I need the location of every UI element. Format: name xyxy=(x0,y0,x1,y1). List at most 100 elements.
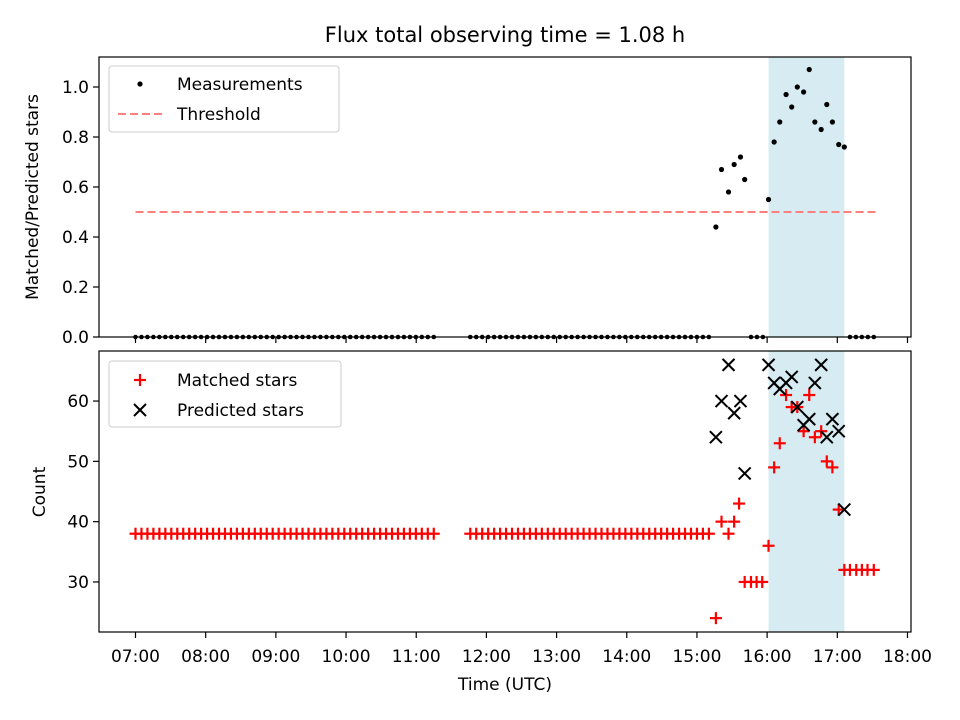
legend-measurements-marker xyxy=(137,81,143,87)
matched-star-point xyxy=(832,503,845,516)
x-tick-label: 12:00 xyxy=(462,647,511,667)
matched-stars-points xyxy=(129,389,880,625)
matched-star-point xyxy=(756,575,769,588)
bottom-x-axis-ticks: 07:00 08:00 09:00 10:00 11:00 12:00 13:00 14:00… xyxy=(111,632,932,667)
matched-star-point xyxy=(820,455,833,468)
x-tick-label: 07:00 xyxy=(111,647,160,667)
matched-star-point xyxy=(762,539,775,552)
measurement-points xyxy=(133,66,877,340)
matched-star-point xyxy=(768,461,781,474)
bottom-plot-frame xyxy=(98,350,912,633)
x-tick-label: 08:00 xyxy=(181,647,230,667)
bottom-highlight-region xyxy=(768,351,845,632)
measurement-point xyxy=(806,66,812,73)
matched-star-point xyxy=(702,527,715,540)
x-tick-label: 14:00 xyxy=(602,647,651,667)
top-y-axis-ticks: 0.0 0.2 0.4 0.6 0.8 1.0 xyxy=(62,78,99,348)
predicted-star-point xyxy=(709,430,723,444)
bottom-panel: 30 40 50 60 07:00 08:00 09:00 10:00 11:00 12:00 1… xyxy=(30,350,932,695)
predicted-star-point xyxy=(832,424,846,438)
matched-star-point xyxy=(826,461,839,474)
predicted-star-point xyxy=(825,412,840,426)
measurement-point xyxy=(818,126,824,133)
predicted-star-point xyxy=(837,502,852,517)
legend-predicted-marker xyxy=(133,403,147,417)
predicted-star-point xyxy=(790,400,805,414)
x-tick-label: 15:00 xyxy=(672,647,721,667)
matched-star-point xyxy=(867,563,880,576)
matched-star-point xyxy=(808,431,821,444)
predicted-star-point xyxy=(714,394,729,408)
legend-measurements-label: Measurements xyxy=(177,75,303,95)
x-tick-label: 18:00 xyxy=(883,647,932,667)
measurement-point xyxy=(801,89,807,95)
matched-star-point xyxy=(728,515,741,528)
x-tick-label: 11:00 xyxy=(392,647,441,667)
x-axis-label: Time (UTC) xyxy=(457,675,552,695)
measurement-point xyxy=(836,141,842,148)
measurement-point xyxy=(841,144,847,150)
predicted-star-point xyxy=(733,394,748,408)
matched-star-point xyxy=(722,527,735,540)
top-legend: Measurements Threshold xyxy=(108,65,340,133)
predicted-star-point xyxy=(808,376,822,390)
legend-matched-label: Matched stars xyxy=(177,371,297,391)
y-tick-label: 0.8 xyxy=(62,128,89,148)
top-highlight-region xyxy=(768,57,845,337)
legend-matched-marker xyxy=(134,374,146,386)
y-tick-label: 40 xyxy=(67,513,89,533)
measurement-point xyxy=(765,196,772,203)
x-tick-label: 13:00 xyxy=(532,647,581,667)
measurement-point xyxy=(829,119,835,125)
measurement-point xyxy=(771,139,777,145)
top-plot-frame xyxy=(98,56,912,338)
measurement-point xyxy=(737,154,744,160)
matched-star-point xyxy=(715,515,728,528)
predicted-star-point xyxy=(784,370,799,384)
predicted-star-point xyxy=(727,406,741,420)
y-tick-label: 60 xyxy=(67,392,89,412)
y-tick-label: 0.0 xyxy=(62,328,89,348)
top-panel: 0.0 0.2 0.4 0.6 0.8 1.0 Matched/Predicted sta… xyxy=(23,56,912,348)
y-tick-label: 0.4 xyxy=(62,228,89,248)
matched-star-point xyxy=(733,497,746,510)
matched-star-point xyxy=(709,612,722,625)
bottom-legend: Matched stars Predicted stars xyxy=(108,360,342,428)
measurement-point xyxy=(718,166,725,173)
predicted-star-point xyxy=(721,358,736,372)
bottom-legend-box xyxy=(108,360,342,428)
measurement-point xyxy=(713,224,719,230)
measurement-point xyxy=(794,84,800,90)
y-tick-label: 0.2 xyxy=(62,278,89,298)
measurement-point xyxy=(777,119,783,125)
y-tick-label: 50 xyxy=(67,452,89,472)
y-tick-label: 30 xyxy=(67,573,89,593)
bottom-y-axis-label: Count xyxy=(30,466,50,517)
measurement-point xyxy=(725,189,732,195)
matched-star-point xyxy=(780,389,793,402)
x-tick-label: 09:00 xyxy=(251,647,300,667)
measurement-point xyxy=(789,104,795,110)
x-tick-label: 16:00 xyxy=(743,647,792,667)
measurement-point xyxy=(812,119,818,125)
chart-title: Flux total observing time = 1.08 h xyxy=(325,23,685,47)
predicted-star-point xyxy=(737,466,752,481)
x-tick-label: 10:00 xyxy=(322,647,371,667)
matched-star-point xyxy=(803,389,816,402)
predicted-star-point xyxy=(814,358,828,372)
measurement-point xyxy=(731,161,737,168)
predicted-stars-points xyxy=(709,358,852,517)
predicted-star-point xyxy=(820,430,834,444)
x-tick-label: 17:00 xyxy=(813,647,862,667)
measurement-point xyxy=(742,176,748,183)
top-y-axis-label: Matched/Predicted stars xyxy=(23,94,43,300)
y-tick-label: 1.0 xyxy=(62,78,89,98)
y-tick-label: 0.6 xyxy=(62,178,89,198)
matched-star-point xyxy=(797,425,810,438)
top-legend-box xyxy=(108,65,340,133)
legend-threshold-label: Threshold xyxy=(176,105,261,125)
bottom-y-axis-ticks: 30 40 50 60 xyxy=(67,392,99,593)
top-x-axis-ticks xyxy=(134,337,909,343)
measurement-point xyxy=(783,91,789,98)
